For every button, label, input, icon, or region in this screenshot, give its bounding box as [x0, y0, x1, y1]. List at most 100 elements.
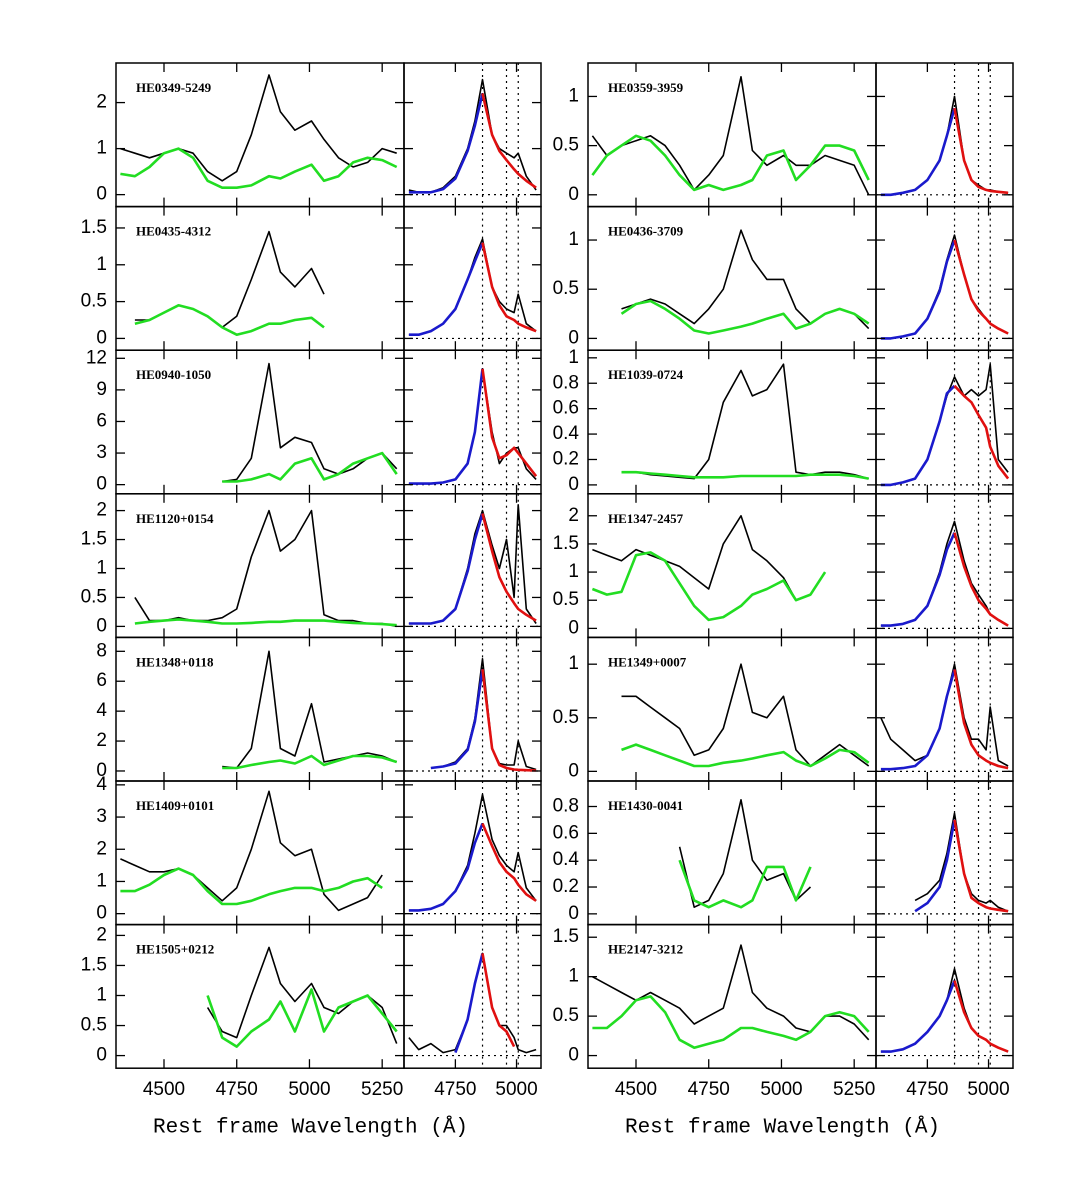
plot-area — [678, 799, 812, 909]
plot-area — [621, 363, 869, 480]
y-tick-label: 0 — [568, 327, 579, 348]
object-name: HE0435-4312 — [136, 224, 211, 239]
plot-area — [876, 206, 1013, 351]
y-tick-label: 0.8 — [553, 796, 579, 817]
x-tick-label: 4500 — [615, 1079, 657, 1100]
y-tick-label: 1 — [568, 561, 579, 582]
spectrum-line — [481, 822, 537, 902]
y-tick-label: 0.5 — [81, 291, 107, 312]
plot-area — [404, 493, 541, 638]
object-name: HE1348+0118 — [136, 654, 214, 669]
y-tick-label: 0 — [568, 184, 579, 205]
spectrum-line — [481, 513, 537, 622]
plot-area — [404, 637, 541, 781]
spectrum-line — [953, 532, 1009, 627]
y-tick-label: 0.5 — [553, 707, 579, 728]
spectrum-line — [880, 669, 956, 771]
panel-frame — [875, 349, 1014, 495]
object-name: HE2147-3212 — [608, 942, 683, 957]
y-tick-label: 2 — [568, 505, 579, 526]
plot-area — [876, 637, 1013, 781]
spectrum-line — [880, 384, 956, 487]
y-tick-label: 0.5 — [553, 278, 579, 299]
y-tick-label: 0.5 — [553, 135, 579, 156]
spectrum-line — [481, 368, 538, 477]
spectrum-line — [481, 669, 537, 772]
y-tick-label: 0 — [568, 1045, 579, 1066]
spectrum-line — [222, 650, 398, 769]
object-name: HE1120+0154 — [136, 511, 214, 526]
spectrum-line — [953, 384, 1010, 480]
spectrum-line — [408, 368, 537, 485]
spectrum-line — [134, 304, 325, 336]
spectrum-line — [880, 520, 1009, 627]
x-tick-label: 5000 — [967, 1079, 1009, 1100]
x-tick-label: 4750 — [434, 1079, 476, 1100]
y-tick-label: 0.8 — [553, 372, 579, 393]
y-tick-label: 1.5 — [81, 954, 107, 975]
spectrum-line — [880, 980, 956, 1053]
spectrum-line — [592, 515, 797, 601]
spectrum-line — [621, 470, 869, 480]
y-tick-label: 1.5 — [553, 533, 579, 554]
spectrum-line — [408, 238, 537, 336]
panel-frame — [875, 205, 1014, 351]
y-tick-label: 0.2 — [553, 449, 579, 470]
y-tick-label: 0 — [568, 760, 579, 781]
y-tick-label: 2 — [96, 500, 107, 521]
spectrum-line — [120, 790, 383, 912]
y-tick-label: 12 — [86, 347, 107, 368]
plot-area — [206, 946, 398, 1048]
object-name: HE1505+0212 — [136, 942, 214, 957]
spectrum-line — [120, 867, 383, 906]
spectrum-line — [481, 93, 537, 189]
object-name: HE1430-0041 — [608, 798, 683, 813]
y-tick-label: 1.5 — [81, 529, 107, 550]
y-tick-label: 0 — [96, 760, 107, 781]
plot-area — [134, 230, 325, 336]
spectrum-line — [953, 980, 1009, 1053]
spectrum-line — [591, 134, 870, 192]
y-tick-label: 0.5 — [553, 1005, 579, 1026]
object-name: HE1039-0724 — [608, 367, 684, 382]
x-tick-label: 4750 — [906, 1079, 948, 1100]
spectrum-line — [134, 618, 397, 627]
panel-frame — [875, 923, 1014, 1069]
spectrum-line — [206, 988, 398, 1048]
spectrum-line — [621, 743, 870, 768]
y-tick-label: 1 — [568, 347, 579, 368]
panel-frame — [403, 636, 542, 782]
panel-frame — [403, 349, 542, 495]
y-tick-label: 4 — [96, 774, 107, 795]
y-tick-label: 0 — [96, 903, 107, 924]
plot-area — [404, 63, 541, 207]
y-tick-label: 0.4 — [553, 423, 580, 444]
y-tick-label: 0.6 — [553, 398, 579, 419]
spectrum-line — [408, 242, 484, 336]
spectrum-line — [408, 93, 484, 194]
spectrum-line — [620, 299, 870, 335]
object-name: HE0359-3959 — [608, 80, 684, 95]
plot-area — [120, 74, 398, 189]
y-tick-label: 1 — [568, 653, 579, 674]
spectrum-line — [592, 944, 870, 1041]
spectrum-line — [134, 509, 397, 628]
plot-area — [876, 493, 1013, 638]
y-tick-label: 0 — [96, 1045, 107, 1066]
plot-area — [876, 63, 1013, 207]
spectrum-line — [953, 107, 1009, 195]
x-tick-label: 4500 — [143, 1079, 185, 1100]
plot-area — [592, 944, 870, 1049]
y-tick-label: 1.5 — [553, 926, 579, 947]
y-tick-label: 6 — [96, 410, 107, 431]
plot-area — [876, 924, 1013, 1069]
panel-frame — [875, 62, 1014, 208]
spectrum-line — [454, 953, 484, 1054]
plot-area — [134, 509, 397, 628]
y-tick-label: 8 — [96, 640, 107, 661]
spectrum-line — [222, 451, 398, 483]
spectrum-line — [120, 147, 398, 189]
spectrum-line — [880, 532, 956, 627]
plot-area — [876, 781, 1013, 925]
plot-area — [404, 350, 541, 494]
